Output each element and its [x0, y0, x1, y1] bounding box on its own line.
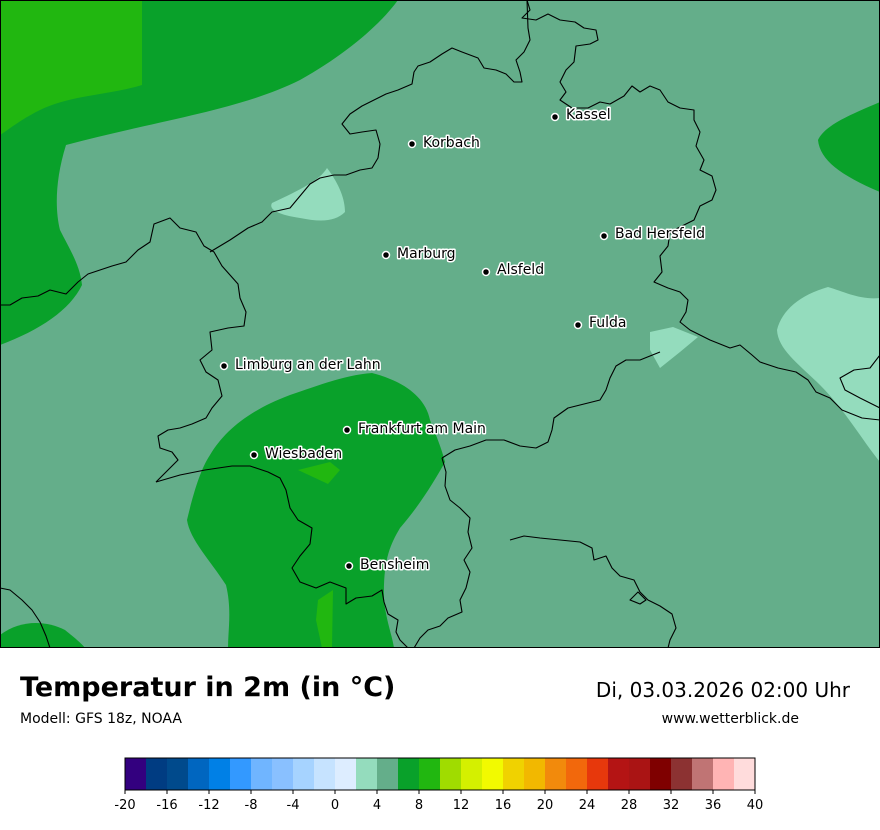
- color-legend: -20 -16 -12 -8 -4 0 4 8 12 16 20 24 28 32 36 40: [110, 752, 770, 821]
- city-label: Bensheim: [360, 557, 429, 573]
- temp-area-6-8-southwest: [0, 623, 85, 648]
- city-marker-icon: [481, 267, 491, 277]
- legend-color-step: [419, 758, 441, 790]
- legend-color-step: [146, 758, 168, 790]
- legend-tick-label: -12: [198, 798, 219, 813]
- city-label: Marburg: [397, 246, 456, 262]
- legend-color-step: [671, 758, 693, 790]
- city-label: Korbach: [423, 135, 480, 151]
- city-label: Bad Hersfeld: [615, 226, 705, 242]
- legend-color-step: [230, 758, 252, 790]
- legend-frame: [124, 757, 756, 791]
- legend-color-step: [188, 758, 210, 790]
- temp-area-6-8-east: [818, 102, 880, 192]
- footer-panel: Temperatur in 2m (in °C) Modell: GFS 18z…: [0, 648, 880, 830]
- legend-color-step: [503, 758, 525, 790]
- legend-color-step: [356, 758, 378, 790]
- city-alsfeld[interactable]: Alsfeld: [481, 261, 546, 280]
- legend-color-step: [545, 758, 567, 790]
- legend-tick-label: 20: [537, 798, 554, 813]
- city-marburg[interactable]: Marburg: [381, 245, 457, 264]
- legend-color-step: [566, 758, 588, 790]
- legend-color-step: [209, 758, 231, 790]
- legend-tick-label: 32: [663, 798, 680, 813]
- legend-tick-label: -16: [156, 798, 177, 813]
- city-kassel[interactable]: Kassel: [550, 106, 612, 125]
- city-marker-icon: [573, 320, 583, 330]
- city-label: Frankfurt am Main: [358, 421, 486, 437]
- model-info: Modell: GFS 18z, NOAA: [20, 711, 182, 727]
- legend-tick-label: -4: [287, 798, 300, 813]
- temp-area-8-10-northwest: [0, 0, 142, 135]
- legend-color-step: [125, 758, 147, 790]
- legend-color-step: [713, 758, 735, 790]
- temp-area-2-4-east: [777, 287, 880, 462]
- city-bensheim[interactable]: Bensheim: [344, 556, 431, 575]
- city-fulda[interactable]: Fulda: [573, 314, 628, 333]
- legend-color-step: [734, 758, 756, 790]
- legend-tick-label: 36: [705, 798, 722, 813]
- city-label: Kassel: [566, 107, 611, 123]
- temperature-map: Kassel Korbach Bad Hersfeld Marburg Alsf…: [0, 0, 880, 648]
- city-marker-icon: [344, 561, 354, 571]
- city-frankfurt[interactable]: Frankfurt am Main: [342, 420, 487, 439]
- legend-color-step: [482, 758, 504, 790]
- legend-tick-label: -20: [114, 798, 135, 813]
- legend-tick-label: 4: [373, 798, 381, 813]
- website-link[interactable]: www.wetterblick.de: [661, 711, 799, 727]
- city-label: Fulda: [589, 315, 627, 331]
- legend-tick-label: 0: [331, 798, 339, 813]
- temp-area-8-10-bensheim: [316, 590, 333, 648]
- legend-color-step: [167, 758, 189, 790]
- city-marker-icon: [381, 250, 391, 260]
- city-marker-icon: [599, 231, 609, 241]
- city-markers: Kassel Korbach Bad Hersfeld Marburg Alsf…: [219, 106, 707, 575]
- legend-tick-label: 40: [747, 798, 764, 813]
- state-borders: [0, 0, 880, 648]
- city-label: Alsfeld: [497, 262, 544, 278]
- legend-tick-label: 16: [495, 798, 512, 813]
- map-title: Temperatur in 2m (in °C): [20, 672, 396, 703]
- city-marker-icon: [550, 112, 560, 122]
- temp-area-6-8-south: [187, 373, 445, 648]
- city-marker-icon: [219, 361, 229, 371]
- legend-scale: -20 -16 -12 -8 -4 0 4 8 12 16 20 24 28 32 36 40: [114, 757, 764, 813]
- legend-color-step: [587, 758, 609, 790]
- city-korbach[interactable]: Korbach: [407, 134, 481, 153]
- legend-color-step: [335, 758, 357, 790]
- legend-color-step: [692, 758, 714, 790]
- city-marker-icon: [407, 139, 417, 149]
- legend-color-step: [524, 758, 546, 790]
- legend-color-step: [398, 758, 420, 790]
- legend-tick-label: -8: [245, 798, 258, 813]
- legend-color-step: [272, 758, 294, 790]
- temp-area-8-10-wiesbaden: [298, 462, 340, 484]
- legend-color-step: [608, 758, 630, 790]
- legend-color-step: [629, 758, 651, 790]
- legend-color-step: [377, 758, 399, 790]
- city-marker-icon: [342, 425, 352, 435]
- legend-color-step: [293, 758, 315, 790]
- legend-color-step: [461, 758, 483, 790]
- legend-tick-label: 12: [453, 798, 470, 813]
- forecast-datetime: Di, 03.03.2026 02:00 Uhr: [595, 678, 850, 702]
- city-limburg[interactable]: Limburg an der Lahn: [219, 356, 382, 375]
- city-wiesbaden[interactable]: Wiesbaden: [249, 445, 344, 464]
- city-bad-hersfeld[interactable]: Bad Hersfeld: [599, 225, 707, 244]
- legend-color-step: [650, 758, 672, 790]
- city-marker-icon: [249, 450, 259, 460]
- legend-tick-label: 28: [621, 798, 638, 813]
- legend-tick-label: 24: [579, 798, 596, 813]
- legend-tick-label: 8: [415, 798, 423, 813]
- city-label: Limburg an der Lahn: [235, 357, 381, 373]
- temp-area-2-4-fulda: [650, 327, 698, 368]
- city-label: Wiesbaden: [265, 446, 342, 462]
- legend-color-step: [314, 758, 336, 790]
- temp-area-2-4-north: [271, 168, 345, 221]
- legend-color-step: [440, 758, 462, 790]
- legend-color-step: [251, 758, 273, 790]
